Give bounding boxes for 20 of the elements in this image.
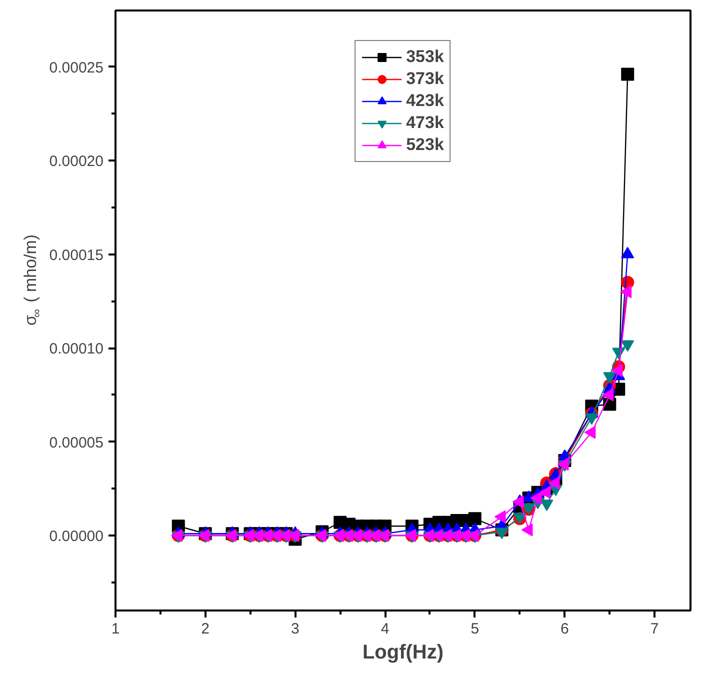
legend-label: 353k [406,47,444,67]
x-tick-label: 6 [560,620,569,638]
legend-label: 423k [406,91,444,111]
y-tick-label: 0.00010 [49,340,104,358]
y-tick-label: 0.00020 [49,153,104,170]
x-tick-label: 2 [201,620,210,638]
y-tick-label: 0.00000 [49,528,104,545]
y-tick-label: 0.00005 [49,434,104,452]
y-tick-label: 0.00025 [49,59,104,76]
legend-label: 473k [406,113,444,133]
legend-label: 373k [406,69,444,89]
x-axis-title: Logf(Hz) [362,642,444,664]
x-tick-label: 3 [291,620,300,638]
x-tick-label: 4 [380,620,390,638]
x-tick-label: 1 [111,620,120,638]
y-axis-title: σ∞ ( mho/m) [21,234,44,326]
x-tick-label: 5 [470,620,480,638]
y-tick-label: 0.00015 [49,246,104,264]
legend-label: 523k [406,135,444,155]
x-tick-label: 7 [650,620,659,638]
